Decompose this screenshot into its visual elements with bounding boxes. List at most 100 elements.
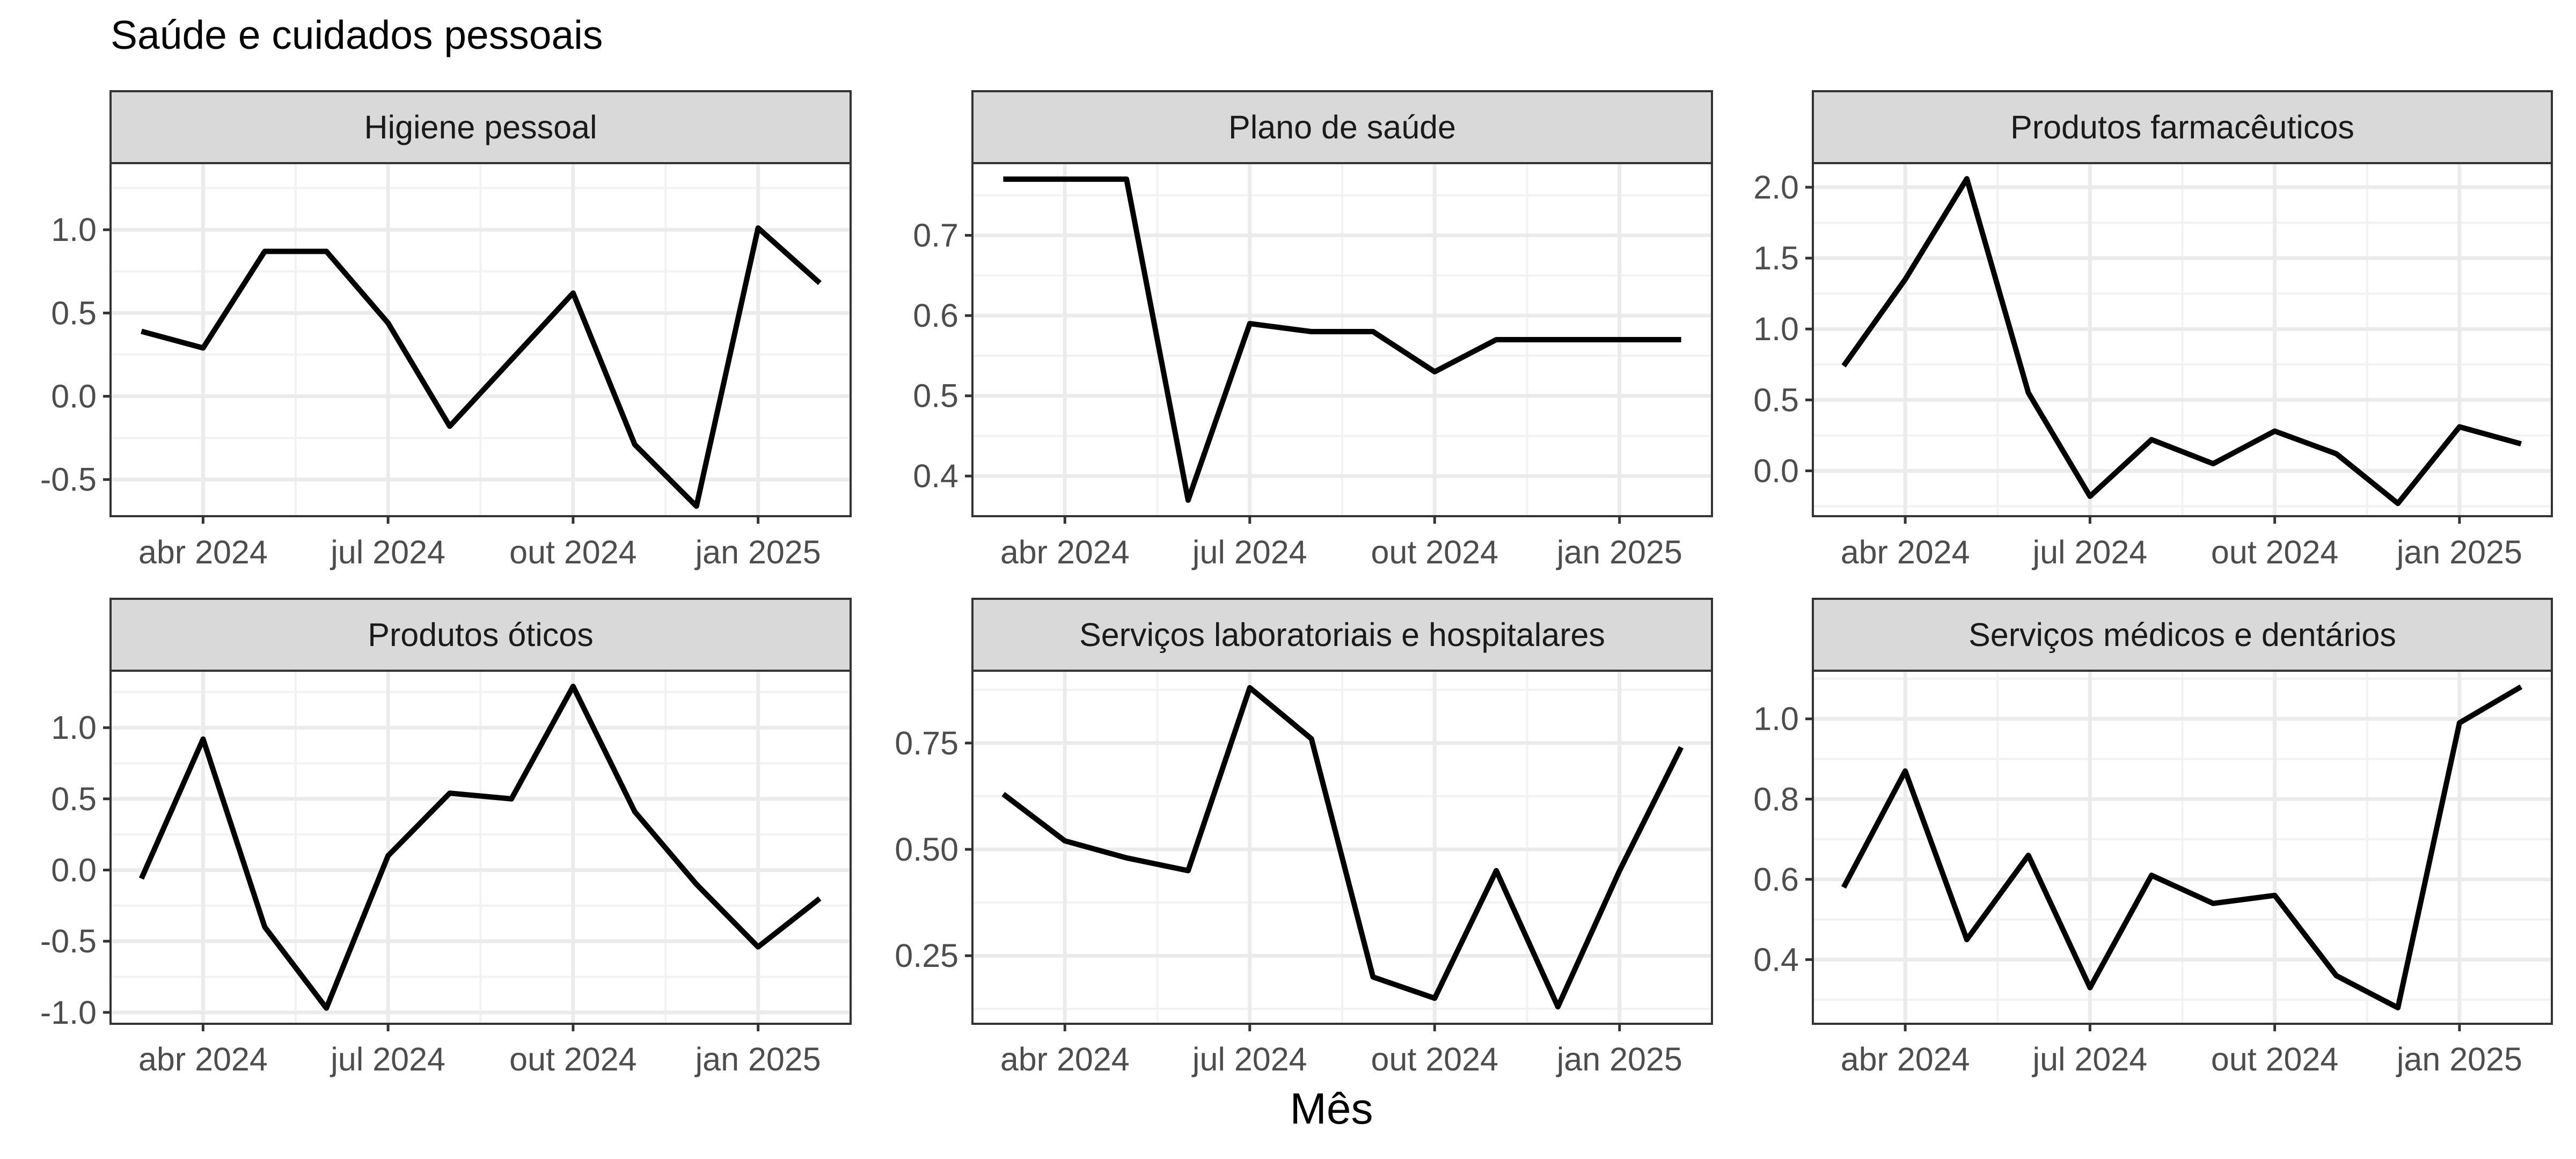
panel-4-data-point xyxy=(325,1007,328,1010)
panel-2-data-point xyxy=(1556,338,1560,341)
panel-3-data-point xyxy=(2150,438,2153,441)
panel-3-y-tick-label: 1.0 xyxy=(1753,311,1799,347)
panel-4-data-point xyxy=(818,897,822,900)
panel-1-y-tick-label: 0.5 xyxy=(51,295,97,331)
panel-2-series-line xyxy=(1003,176,1681,503)
panel-3-x-tick-label: jul 2024 xyxy=(2032,534,2148,570)
panel-4-y-tick-label: 0.0 xyxy=(51,852,97,888)
panel-2-y-tick-label: 0.4 xyxy=(913,458,958,494)
panel-6-data-point xyxy=(2520,685,2523,688)
panel-6-y-tick-label: 0.8 xyxy=(1753,781,1799,817)
panel-1-x-tick-label: jan 2025 xyxy=(694,534,821,570)
panel-3-data-point xyxy=(2458,426,2461,429)
panel-3-x-tick-label: abr 2024 xyxy=(1841,534,1970,570)
panel-5-y-tick-label: 0.50 xyxy=(895,831,958,868)
panel-6-data-point xyxy=(2027,854,2030,857)
panel-2-y-tick-label: 0.7 xyxy=(913,217,958,254)
panel-5-y-tick-label: 0.75 xyxy=(895,725,958,761)
panel-2-strip-label: Plano de saúde xyxy=(1228,109,1456,145)
panel-2-data-point xyxy=(1063,178,1066,181)
panel-5-data-point xyxy=(1248,686,1252,689)
panel-1-x-tick-label: abr 2024 xyxy=(138,534,268,570)
panel-4-data-point xyxy=(757,945,760,949)
panel-5-series-line xyxy=(1001,685,1684,1010)
panel-6-data-point xyxy=(2088,986,2091,989)
panel-3-y-tick-label: 2.0 xyxy=(1753,169,1799,206)
panel-4-data-point xyxy=(201,737,204,740)
panel-5-x-tick-label: abr 2024 xyxy=(1000,1041,1130,1077)
panel-4-y-tick-label: 0.5 xyxy=(51,781,97,817)
panel-1-data-point xyxy=(325,250,328,253)
panel-4-data-point xyxy=(633,810,636,813)
panel-5-x-tick-label: jan 2025 xyxy=(1556,1041,1682,1077)
panel-1-data-point xyxy=(572,291,575,295)
panel-3-y-tick-label: 0.0 xyxy=(1753,452,1799,489)
panel-5-x-tick-label: out 2024 xyxy=(1371,1041,1498,1077)
panel-3-y-tick-label: 0.5 xyxy=(1753,382,1799,418)
panel-1-x-tick-label: out 2024 xyxy=(509,534,636,570)
panel-3-y-tick-label: 1.5 xyxy=(1753,240,1799,276)
panel-5-data-point xyxy=(1125,856,1128,860)
panel-2-data-point xyxy=(1248,322,1252,325)
panel-3-data-point xyxy=(2212,462,2215,465)
panel-2-y-tick-label: 0.6 xyxy=(913,297,958,334)
panel-4-data-point xyxy=(448,791,451,795)
panel-4-strip-label: Produtos óticos xyxy=(368,617,593,653)
panel-2-data-point xyxy=(1310,330,1313,333)
panel-4-data-point xyxy=(386,854,390,857)
panel-2-x-tick-label: jan 2025 xyxy=(1556,534,1682,570)
panel-4-x-tick-label: abr 2024 xyxy=(138,1041,268,1077)
panel-3-data-point xyxy=(2396,502,2399,505)
panel-3-strip xyxy=(1812,90,2553,164)
panel-1-data-point xyxy=(633,443,636,446)
panel-6-strip-label: Serviços médicos e dentários xyxy=(1968,617,2396,653)
panel-4-y-tick-label: 1.0 xyxy=(51,709,97,746)
x-axis-title: Mês xyxy=(1290,1084,1373,1133)
panel-3-data-point xyxy=(1842,364,1845,368)
panel-3-x-tick-label: jan 2025 xyxy=(2396,534,2522,570)
panel-6-x-tick-label: abr 2024 xyxy=(1841,1041,1970,1077)
panel-2-x-tick-label: jul 2024 xyxy=(1191,534,1307,570)
panel-4-strip xyxy=(109,598,852,672)
panel-4-data-point xyxy=(695,883,698,886)
panel-6-x-tick-label: jan 2025 xyxy=(2396,1041,2522,1077)
panel-5-data-point xyxy=(1433,996,1436,1000)
panel-3-data-point xyxy=(1965,177,1968,180)
panel-1-y-tick-label: 1.0 xyxy=(51,211,97,248)
panel-3-data-point xyxy=(2520,442,2523,445)
panel-6-data-point xyxy=(2273,894,2277,897)
panel-1-data-point xyxy=(695,504,698,508)
panel-4-data-point xyxy=(572,685,575,688)
panel-4-series-line xyxy=(138,684,822,1011)
panel-6-y-tick-label: 0.4 xyxy=(1753,941,1799,978)
panel-6-data-point xyxy=(2150,874,2153,877)
panel-2-strip xyxy=(971,90,1713,164)
panel-1-data-point xyxy=(757,226,760,230)
panel-2-data-point xyxy=(1433,370,1436,373)
panel-4-data-point xyxy=(140,877,143,880)
panel-2-x-tick-label: abr 2024 xyxy=(1000,534,1130,570)
panel-4-x-tick-label: jul 2024 xyxy=(330,1041,445,1077)
panel-1-data-point xyxy=(201,347,204,350)
panel-5-data-point xyxy=(1680,746,1683,749)
panel-5-data-point xyxy=(1063,839,1066,842)
panel-1-data-point xyxy=(386,321,390,325)
panel-2-data-point xyxy=(1680,338,1683,341)
panel-2-data-point xyxy=(1187,498,1190,502)
panel-5-data-point xyxy=(1187,869,1190,872)
panel-3-strip-label: Produtos farmacêuticos xyxy=(2010,109,2354,145)
panel-4-y-tick-label: -1.0 xyxy=(40,994,97,1031)
panel-1-data-point xyxy=(818,281,822,284)
panel-4-data-point xyxy=(263,926,266,929)
panel-3-data-point xyxy=(2334,452,2338,456)
panel-2-x-tick-label: out 2024 xyxy=(1371,534,1498,570)
panel-6-data-point xyxy=(1904,769,1907,773)
panel-3-data-point xyxy=(2088,495,2091,498)
panel-1-data-point xyxy=(140,329,143,333)
chart-title: Saúde e cuidados pessoais xyxy=(111,12,603,57)
panel-5-strip-label: Serviços laboratoriais e hospitalares xyxy=(1079,617,1605,653)
panel-1-x-tick-label: jul 2024 xyxy=(330,534,445,570)
panel-2-y-tick-label: 0.5 xyxy=(913,378,958,414)
panel-6-data-point xyxy=(2334,974,2338,977)
panel-5-data-point xyxy=(1618,869,1621,872)
